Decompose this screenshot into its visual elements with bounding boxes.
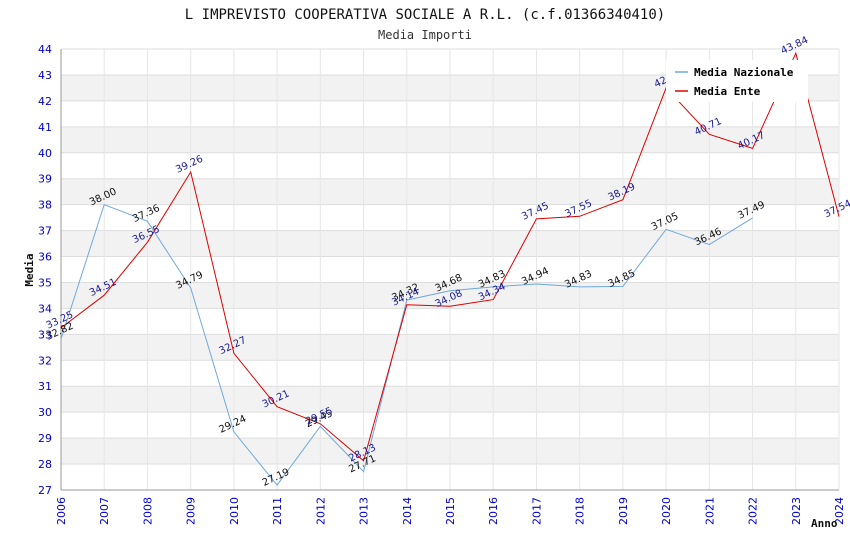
y-tick-label: 44: [38, 43, 52, 56]
x-tick-label: 2023: [790, 497, 803, 525]
y-tick-label: 38: [38, 199, 52, 212]
x-tick-label: 2017: [530, 497, 543, 525]
x-tick-label: 2010: [228, 497, 241, 525]
legend-item-nazionale: Media Nazionale: [675, 66, 794, 79]
y-tick-labels: 27 28 29 30 31 32 33 34 35 36 37 38 39 40 41 42 43 44: [38, 43, 52, 497]
y-tick-label: 40: [38, 147, 52, 160]
y-tick-label: 37: [38, 225, 52, 238]
x-tick-labels: 2006 2007 2008 2009 2010 2011 2012 2013 2014 2015…: [55, 497, 846, 525]
x-tick-label: 2009: [185, 497, 198, 525]
y-tick-label: 31: [38, 380, 52, 393]
x-tick-label: 2014: [401, 497, 414, 525]
x-tick-label: 2016: [487, 497, 500, 525]
x-tick-label: 2012: [314, 497, 327, 525]
x-tick-label: 2024: [833, 497, 846, 525]
y-tick-label: 36: [38, 251, 52, 264]
axes: [60, 49, 839, 491]
x-tick-label: 2013: [358, 497, 371, 525]
chart-title: L IMPREVISTO COOPERATIVA SOCIALE A R.L. …: [185, 7, 665, 23]
x-axis-label: Anno: [811, 517, 838, 530]
chart-subtitle: Media Importi: [378, 28, 472, 42]
gridlines: [60, 48, 840, 491]
x-tick-label: 2020: [660, 497, 673, 525]
y-tick-label: 27: [38, 484, 52, 497]
x-tick-label: 2019: [617, 497, 630, 525]
legend: Media Nazionale Media Ente: [666, 60, 808, 102]
legend-label-ente: Media Ente: [694, 85, 761, 98]
y-tick-label: 29: [38, 432, 52, 445]
legend-box: [666, 60, 808, 102]
y-tick-label: 34: [38, 302, 52, 315]
y-tick-label: 35: [38, 276, 52, 289]
y-tick-label: 42: [38, 95, 52, 108]
y-tick-label: 41: [38, 121, 52, 134]
x-tick-label: 2011: [271, 497, 284, 525]
series-line-media-ente: [60, 51, 840, 462]
y-tick-label: 28: [38, 458, 52, 471]
series-lines: [60, 51, 840, 486]
x-tick-label: 2008: [141, 497, 154, 525]
y-tick-label: 43: [38, 69, 52, 82]
x-tick-label: 2007: [98, 497, 111, 525]
x-tick-label: 2022: [747, 497, 760, 525]
y-tick-label: 39: [38, 173, 52, 186]
y-tick-label: 30: [38, 406, 52, 419]
y-tick-label: 32: [38, 354, 52, 367]
y-tick-label: 33: [38, 328, 52, 341]
x-tick-label: 2015: [444, 497, 457, 525]
x-tick-label: 2018: [574, 497, 587, 525]
legend-item-ente: Media Ente: [675, 85, 761, 98]
x-tick-label: 2006: [55, 497, 68, 525]
legend-label-nazionale: Media Nazionale: [694, 66, 794, 79]
series-line-media-nazionale: [60, 203, 753, 486]
y-axis-label: Media: [23, 253, 36, 286]
x-tick-label: 2021: [703, 497, 716, 525]
